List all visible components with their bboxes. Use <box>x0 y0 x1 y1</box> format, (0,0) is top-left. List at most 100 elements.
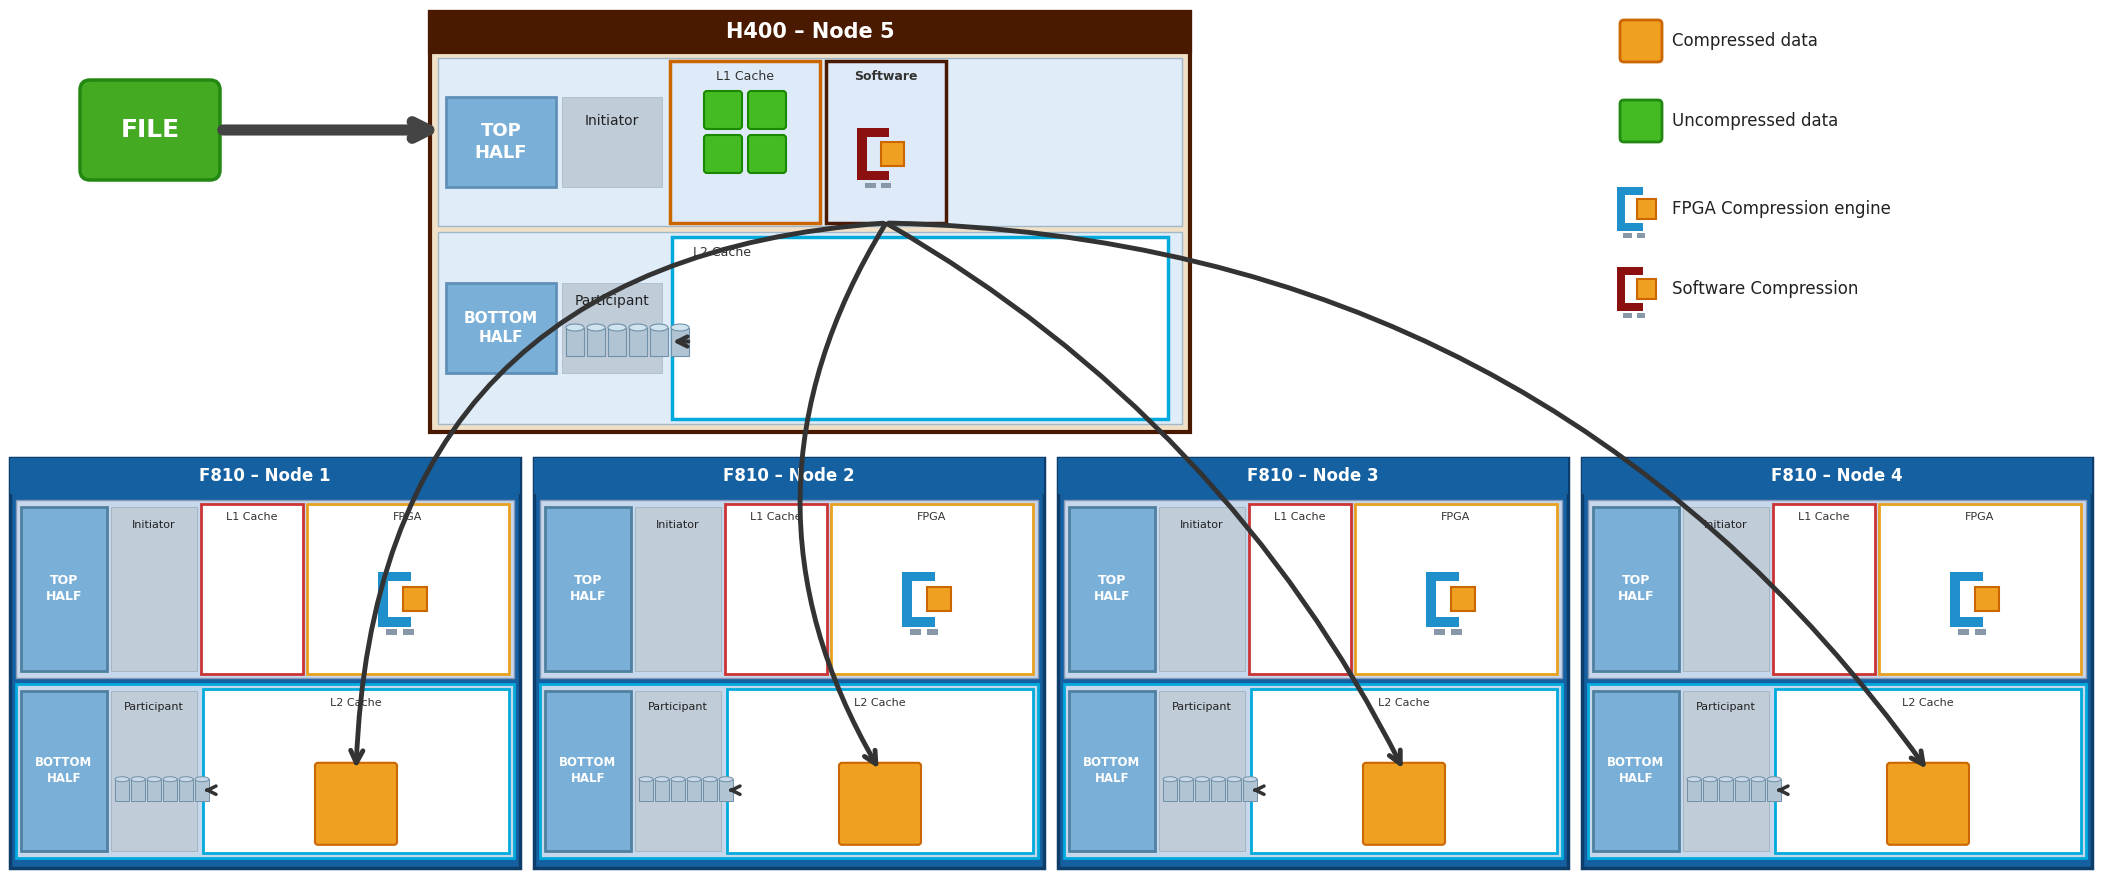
Text: TOP
HALF: TOP HALF <box>1094 575 1130 604</box>
Ellipse shape <box>1164 777 1176 781</box>
Bar <box>911 629 922 635</box>
Bar <box>1616 303 1643 311</box>
Ellipse shape <box>640 777 652 781</box>
Ellipse shape <box>147 777 162 781</box>
Bar <box>1616 187 1624 231</box>
Text: Compressed data: Compressed data <box>1673 32 1818 50</box>
Text: L2 Cache: L2 Cache <box>1902 698 1955 708</box>
Bar <box>1624 314 1633 318</box>
Ellipse shape <box>566 324 585 331</box>
Bar <box>926 629 938 635</box>
Bar <box>545 507 631 671</box>
Text: L2 Cache: L2 Cache <box>692 246 751 259</box>
Bar <box>1624 233 1633 237</box>
Text: Participant: Participant <box>1696 702 1757 712</box>
Bar <box>1058 458 1567 494</box>
Text: FPGA Compression engine: FPGA Compression engine <box>1673 200 1891 218</box>
Ellipse shape <box>130 777 145 781</box>
Bar <box>130 779 145 802</box>
Bar <box>1683 507 1769 671</box>
Bar <box>1164 779 1176 802</box>
Ellipse shape <box>1243 777 1256 781</box>
Bar <box>650 328 667 356</box>
Ellipse shape <box>703 777 717 781</box>
Bar <box>112 507 198 671</box>
Bar <box>429 12 1191 52</box>
Ellipse shape <box>1212 777 1225 781</box>
Text: FPGA: FPGA <box>1965 512 1995 522</box>
Bar <box>1950 571 1959 626</box>
Bar <box>1774 504 1875 674</box>
Bar <box>671 237 1168 419</box>
Ellipse shape <box>1719 777 1734 781</box>
Text: Initiator: Initiator <box>1180 520 1225 530</box>
Text: BOTTOM
HALF: BOTTOM HALF <box>465 311 539 345</box>
Bar <box>1058 458 1567 868</box>
Bar <box>827 61 947 223</box>
Bar <box>402 629 414 635</box>
Text: BOTTOM
HALF: BOTTOM HALF <box>36 757 93 786</box>
Ellipse shape <box>671 324 688 331</box>
Text: Uncompressed data: Uncompressed data <box>1673 112 1839 130</box>
Ellipse shape <box>587 324 606 331</box>
Text: TOP
HALF: TOP HALF <box>570 575 606 604</box>
Text: L2 Cache: L2 Cache <box>854 698 907 708</box>
Bar <box>608 328 627 356</box>
Bar <box>1212 779 1225 802</box>
Bar <box>112 691 198 851</box>
Bar <box>541 500 1037 678</box>
Bar <box>1069 507 1155 671</box>
Text: F810 – Node 2: F810 – Node 2 <box>724 467 854 485</box>
Bar <box>21 691 107 851</box>
Text: Participant: Participant <box>1172 702 1233 712</box>
Bar <box>903 571 911 626</box>
Bar <box>1616 267 1624 311</box>
Text: BOTTOM
HALF: BOTTOM HALF <box>1607 757 1664 786</box>
Text: Software: Software <box>854 70 917 83</box>
Bar <box>179 779 194 802</box>
Ellipse shape <box>179 777 194 781</box>
Bar <box>1616 223 1643 231</box>
Text: L1 Cache: L1 Cache <box>1799 512 1849 522</box>
FancyBboxPatch shape <box>1363 763 1445 844</box>
Bar <box>1243 779 1256 802</box>
Bar <box>446 283 555 373</box>
Bar <box>1616 187 1643 195</box>
Bar <box>882 142 905 166</box>
Bar <box>438 58 1182 226</box>
Bar <box>1435 629 1445 635</box>
FancyBboxPatch shape <box>705 135 743 173</box>
Ellipse shape <box>1227 777 1241 781</box>
Bar <box>1950 571 1982 582</box>
Bar <box>669 61 821 223</box>
FancyBboxPatch shape <box>80 80 221 180</box>
Text: TOP
HALF: TOP HALF <box>476 122 528 162</box>
Bar <box>1065 500 1561 678</box>
Bar <box>21 507 107 671</box>
Text: L1 Cache: L1 Cache <box>715 70 774 83</box>
Bar <box>385 629 398 635</box>
Ellipse shape <box>1178 777 1193 781</box>
Bar <box>1616 267 1643 275</box>
Text: F810 – Node 1: F810 – Node 1 <box>200 467 330 485</box>
Bar <box>202 689 509 853</box>
Text: BOTTOM
HALF: BOTTOM HALF <box>1084 757 1140 786</box>
FancyBboxPatch shape <box>839 763 922 844</box>
Bar <box>379 571 410 582</box>
Text: FPGA: FPGA <box>1441 512 1471 522</box>
Bar <box>147 779 162 802</box>
Bar <box>671 328 688 356</box>
Ellipse shape <box>629 324 648 331</box>
Ellipse shape <box>1751 777 1765 781</box>
Text: Software Compression: Software Compression <box>1673 280 1858 298</box>
Bar <box>903 571 934 582</box>
Bar <box>562 283 663 373</box>
Bar <box>728 689 1033 853</box>
Text: L2 Cache: L2 Cache <box>1378 698 1431 708</box>
Bar <box>545 691 631 851</box>
Text: TOP
HALF: TOP HALF <box>1618 575 1654 604</box>
Bar <box>1959 629 1969 635</box>
Bar <box>1687 779 1700 802</box>
FancyBboxPatch shape <box>1620 100 1662 142</box>
Text: Initiator: Initiator <box>585 114 640 128</box>
